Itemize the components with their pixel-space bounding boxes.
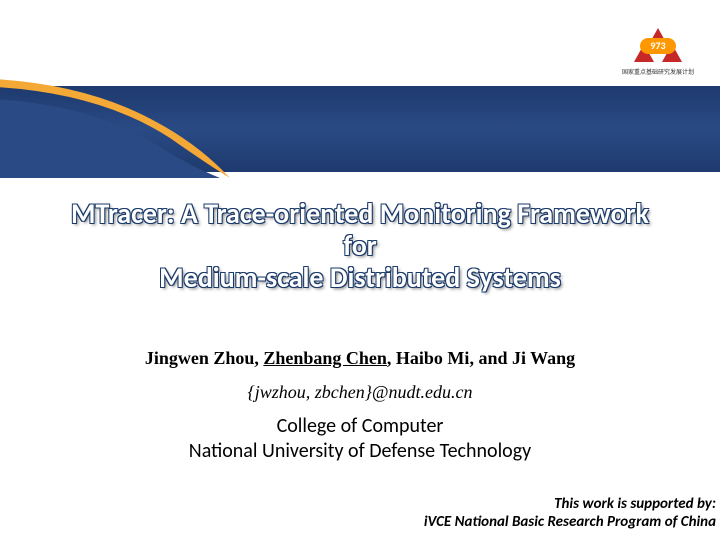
author-2: Zhenbang Chen bbox=[263, 348, 387, 368]
logo-triangles-icon: 973 bbox=[624, 28, 692, 65]
support-line-2: iVCE National Basic Research Program of … bbox=[424, 513, 716, 531]
support-line-1: This work is supported by: bbox=[554, 495, 716, 513]
title-slide: 973 国家重点基础研究发展计划 MTracer: A Trace-orient… bbox=[0, 0, 720, 540]
author-3: Haibo Mi bbox=[396, 348, 470, 368]
slide-title: MTracer: A Trace-oriented Monitoring Fra… bbox=[0, 198, 720, 295]
authors-line: Jingwen Zhou, Zhenbang Chen, Haibo Mi, a… bbox=[0, 348, 720, 369]
support-note: This work is supported by: iVCE National… bbox=[424, 495, 716, 533]
email-line: {jwzhou, zbchen}@nudt.edu.cn bbox=[0, 382, 720, 403]
author-1: Jingwen Zhou bbox=[145, 348, 255, 368]
title-line-1: MTracer: A Trace-oriented Monitoring Fra… bbox=[71, 196, 649, 231]
header-band bbox=[0, 86, 720, 172]
logo-subtext: 国家重点基础研究发展计划 bbox=[622, 67, 694, 76]
logo-tag: 973 bbox=[640, 38, 676, 54]
title-line-3: Medium-scale Distributed Systems bbox=[159, 260, 561, 295]
logo-973: 973 国家重点基础研究发展计划 bbox=[624, 28, 692, 76]
affil-line-1: College of Computer bbox=[277, 414, 444, 438]
affil-line-2: National University of Defense Technolog… bbox=[189, 439, 531, 463]
affiliation: College of Computer National University … bbox=[0, 414, 720, 464]
author-4: Ji Wang bbox=[512, 348, 575, 368]
title-line-2: for bbox=[343, 228, 376, 263]
